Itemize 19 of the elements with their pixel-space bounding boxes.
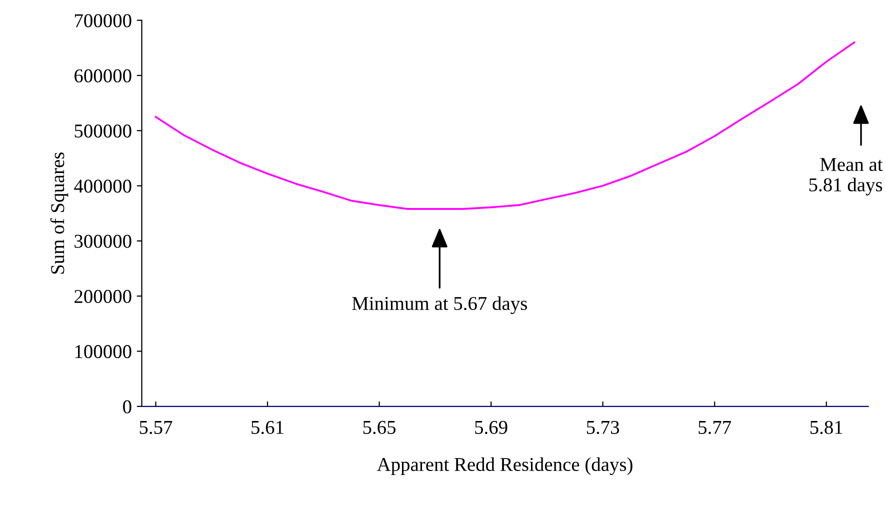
y-tick-label: 0 — [123, 400, 132, 414]
y-tick-label: 500000 — [74, 124, 132, 138]
annotation: Mean at 5.81 days — [809, 158, 883, 196]
annotation: Minimum at 5.67 days — [352, 296, 527, 314]
y-tick-label: 100000 — [75, 345, 132, 358]
y-axis-title: Sum of Squares — [50, 152, 68, 274]
y-tick-label: 400000 — [74, 180, 132, 193]
x-tick-label: 5.77 — [698, 421, 732, 434]
x-tick-label: 5.73 — [586, 420, 620, 434]
x-tick-label: 5.81 — [810, 420, 842, 434]
y-tick-label: 700000 — [74, 14, 132, 28]
x-axis-title: Apparent Redd Residence (days) — [376, 457, 632, 476]
x-tick-label: 5.57 — [140, 421, 172, 434]
y-tick-label: 200000 — [74, 290, 132, 304]
x-tick-label: 5.65 — [363, 420, 396, 434]
x-tick-label: 5.69 — [475, 420, 508, 434]
y-tick-label: 600000 — [74, 69, 132, 82]
y-tick-label: 300000 — [74, 234, 132, 248]
x-tick-label: 5.61 — [252, 420, 284, 434]
